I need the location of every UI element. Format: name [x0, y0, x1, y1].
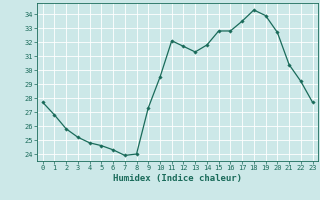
X-axis label: Humidex (Indice chaleur): Humidex (Indice chaleur): [113, 174, 242, 183]
